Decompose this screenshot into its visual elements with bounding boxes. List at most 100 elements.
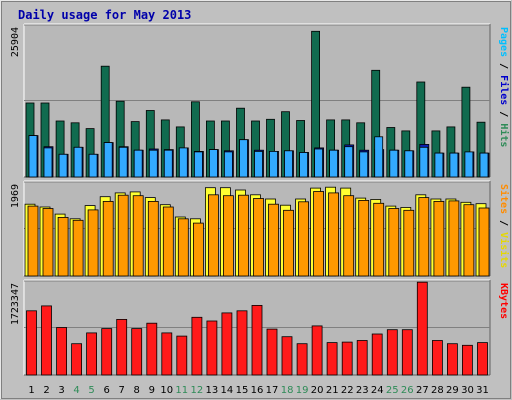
bar-kbytes-day-13 xyxy=(206,320,218,376)
x-tick-label-28: 28 xyxy=(431,385,444,396)
bar-pages-day-18 xyxy=(284,150,293,178)
bar-kbytes-day-1 xyxy=(26,310,37,376)
x-tick-label-22: 22 xyxy=(341,385,354,396)
bar-sites-day-28 xyxy=(433,200,445,277)
bar-sites-day-8 xyxy=(132,195,144,277)
x-tick-label-24: 24 xyxy=(371,385,384,396)
x-tick-label-13: 13 xyxy=(206,385,219,396)
panel-middle-max-label: 1969 xyxy=(10,184,21,208)
x-tick-label-15: 15 xyxy=(236,385,249,396)
bar-pages-day-29 xyxy=(449,152,459,178)
legend-sites: Sites xyxy=(498,184,510,214)
bar-sites-day-31 xyxy=(478,207,490,277)
bar-sites-day-27 xyxy=(418,197,430,277)
x-tick-label-21: 21 xyxy=(326,385,339,396)
legend-files: Files xyxy=(498,75,510,105)
bar-kbytes-day-6 xyxy=(101,328,113,376)
bar-pages-day-11 xyxy=(178,147,188,178)
chart-panels: 25904 Pages / Files / Hits 1969 Sites / Vis… xyxy=(10,23,510,376)
bar-pages-day-27 xyxy=(419,146,429,178)
panel-bottom-max-label: 1723347 xyxy=(10,283,21,325)
panel-bottom: 1723347 KBytes xyxy=(10,279,509,376)
bar-kbytes-day-27 xyxy=(416,281,428,376)
bar-pages-day-24 xyxy=(374,136,384,178)
x-tick-label-17: 17 xyxy=(266,385,279,396)
x-tick-label-31: 31 xyxy=(476,385,489,396)
bar-kbytes-day-9 xyxy=(146,322,158,376)
bar-sites-day-21 xyxy=(328,192,340,277)
bar-kbytes-day-4 xyxy=(71,343,82,376)
bar-pages-day-25 xyxy=(389,149,399,178)
panel-middle: 1969 Sites / Visits xyxy=(10,180,510,277)
bar-kbytes-day-25 xyxy=(386,329,398,376)
bar-pages-day-7 xyxy=(118,146,128,178)
bar-pages-day-26 xyxy=(404,150,414,178)
x-tick-label-6: 6 xyxy=(104,385,110,396)
panel-top-max-label: 25904 xyxy=(10,27,21,57)
x-tick-label-19: 19 xyxy=(296,385,309,396)
bar-kbytes-day-24 xyxy=(371,333,383,376)
bar-pages-day-8 xyxy=(133,149,143,178)
x-tick-label-29: 29 xyxy=(446,385,459,396)
x-tick-label-7: 7 xyxy=(119,385,125,396)
bar-kbytes-day-20 xyxy=(311,325,323,376)
bar-pages-day-16 xyxy=(254,150,263,178)
x-tick-label-18: 18 xyxy=(281,385,294,396)
bar-sites-day-11 xyxy=(177,218,189,277)
bar-pages-day-13 xyxy=(208,149,218,178)
bar-sites-day-12 xyxy=(192,222,204,277)
x-tick-label-20: 20 xyxy=(311,385,324,396)
bar-kbytes-day-7 xyxy=(116,318,128,376)
bar-sites-day-29 xyxy=(448,200,460,277)
x-tick-label-23: 23 xyxy=(356,385,369,396)
x-tick-label-12: 12 xyxy=(191,385,204,396)
bar-kbytes-day-17 xyxy=(266,328,278,376)
bar-kbytes-day-12 xyxy=(191,316,203,376)
bar-pages-day-2 xyxy=(43,147,53,178)
panel-top: 25904 Pages / Files / Hits xyxy=(10,23,510,178)
bar-sites-day-19 xyxy=(298,201,310,277)
bar-sites-day-10 xyxy=(162,206,174,277)
bar-sites-day-24 xyxy=(373,202,385,277)
bar-kbytes-day-28 xyxy=(431,340,443,376)
bar-kbytes-day-23 xyxy=(356,340,368,376)
bar-pages-day-6 xyxy=(103,142,113,178)
bar-pages-day-5 xyxy=(88,153,98,178)
bar-sites-day-3 xyxy=(57,216,69,277)
chart-title: Daily usage for May 2013 xyxy=(18,8,191,22)
bar-kbytes-day-3 xyxy=(56,327,67,376)
bar-sites-day-14 xyxy=(222,195,234,277)
x-tick-label-8: 8 xyxy=(134,385,140,396)
bar-kbytes-day-14 xyxy=(221,312,233,376)
bar-sites-day-18 xyxy=(283,209,294,277)
legend-pages: Pages xyxy=(498,27,509,57)
bar-sites-day-26 xyxy=(403,209,415,277)
legend-visits: Visits xyxy=(498,232,510,268)
bar-kbytes-day-21 xyxy=(326,342,338,376)
x-tick-label-4: 4 xyxy=(73,385,79,396)
x-tick-label-9: 9 xyxy=(149,385,155,396)
bar-pages-day-20 xyxy=(314,148,324,178)
legend-: / xyxy=(498,105,509,123)
bar-pages-day-28 xyxy=(434,152,444,178)
bar-sites-day-16 xyxy=(253,198,264,277)
bar-sites-day-15 xyxy=(238,194,249,277)
x-tick-label-30: 30 xyxy=(461,385,474,396)
bar-pages-day-1 xyxy=(28,135,38,178)
x-tick-label-3: 3 xyxy=(58,385,64,396)
panel-top-legend: Pages / Files / Hits xyxy=(498,27,510,147)
bar-sites-day-30 xyxy=(463,204,475,277)
bar-kbytes-day-2 xyxy=(41,305,52,376)
x-tick-label-25: 25 xyxy=(386,385,399,396)
bar-sites-day-17 xyxy=(268,203,279,277)
bar-pages-day-30 xyxy=(464,151,474,178)
bar-kbytes-day-15 xyxy=(236,310,248,376)
bar-kbytes-day-11 xyxy=(176,335,188,376)
panel-bottom-legend: KBytes xyxy=(498,283,509,319)
bar-kbytes-day-8 xyxy=(131,328,143,376)
bar-kbytes-day-30 xyxy=(461,344,473,376)
bar-pages-day-17 xyxy=(269,150,278,178)
bar-kbytes-day-10 xyxy=(161,332,173,376)
